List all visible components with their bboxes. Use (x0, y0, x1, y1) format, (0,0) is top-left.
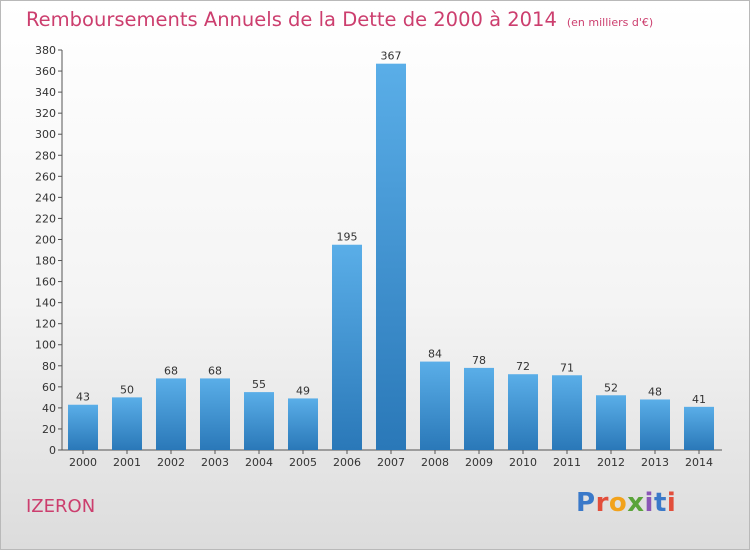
commune-name: IZERON (26, 496, 96, 517)
bar-2004 (244, 392, 274, 450)
x-tick-label: 2011 (553, 456, 581, 469)
value-label-2008: 84 (428, 348, 442, 361)
value-label-2012: 52 (604, 381, 618, 394)
chart-axes: 0 20 40 60 80 100 120 140 160 180 200 220 240 260 280 3… (35, 44, 722, 457)
proxiti-logo: Proxiti (576, 488, 677, 518)
y-tick-label: 40 (42, 402, 56, 415)
y-tick-label: 100 (35, 339, 56, 352)
y-tick-label: 320 (35, 107, 56, 120)
title-text: Remboursements Annuels de la Dette de 20… (26, 8, 557, 31)
bar-2010 (508, 374, 538, 450)
value-label-2003: 68 (208, 364, 222, 377)
value-label-2004: 55 (252, 378, 266, 391)
y-tick-label: 240 (35, 191, 56, 204)
y-tick-label: 180 (35, 255, 56, 268)
value-label-2011: 71 (560, 361, 574, 374)
x-tick-label: 2001 (113, 456, 141, 469)
y-tick-label: 120 (35, 318, 56, 331)
x-tick-label: 2007 (377, 456, 405, 469)
value-label-2009: 78 (472, 354, 486, 367)
value-label-2014: 41 (692, 393, 706, 406)
y-tick-label: 220 (35, 212, 56, 225)
y-tick-label: 80 (42, 360, 56, 373)
bar-2008 (420, 361, 450, 450)
value-label-2005: 49 (296, 384, 310, 397)
bar-2007 (376, 63, 406, 451)
bar-2013 (640, 399, 670, 450)
x-tick-label: 2013 (641, 456, 669, 469)
y-tick-label: 20 (42, 423, 56, 436)
value-label-2010: 72 (516, 360, 530, 373)
y-tick-label: 340 (35, 86, 56, 99)
bar-2001 (112, 397, 142, 450)
y-tick-label: 0 (49, 444, 56, 457)
x-tick-label: 2005 (289, 456, 317, 469)
y-tick-label: 280 (35, 149, 56, 162)
value-label-2006: 195 (337, 231, 358, 244)
x-tick-label: 2002 (157, 456, 185, 469)
y-tick-label: 380 (35, 44, 56, 57)
bar-2000 (68, 404, 98, 450)
y-tick-label: 200 (35, 233, 56, 246)
bar-2003 (200, 378, 230, 450)
x-tick-label: 2010 (509, 456, 537, 469)
y-tick-label: 140 (35, 297, 56, 310)
bar-2009 (464, 367, 494, 450)
x-tick-label: 2004 (245, 456, 273, 469)
x-tick-label: 2006 (333, 456, 361, 469)
y-tick-label: 300 (35, 128, 56, 141)
x-tick-label: 2008 (421, 456, 449, 469)
bar-2012 (596, 395, 626, 450)
x-tick-label: 2009 (465, 456, 493, 469)
value-label-2000: 43 (76, 391, 90, 404)
chart-subtitle: (en milliers d'€) (566, 16, 654, 29)
x-tick-label: 2000 (69, 456, 97, 469)
y-tick-label: 160 (35, 276, 56, 289)
y-tick-label: 60 (42, 381, 56, 394)
value-label-2002: 68 (164, 364, 178, 377)
value-label-2007: 367 (381, 50, 402, 63)
bar-2002 (156, 378, 186, 450)
x-tick-label: 2014 (685, 456, 713, 469)
bar-2014 (684, 406, 714, 450)
bar-2011 (552, 375, 582, 450)
bar-2005 (288, 398, 318, 450)
value-label-2013: 48 (648, 385, 662, 398)
y-tick-label: 260 (35, 170, 56, 183)
y-tick-label: 360 (35, 65, 56, 78)
chart-bars (68, 63, 714, 451)
x-tick-label: 2012 (597, 456, 625, 469)
x-tick-label: 2003 (201, 456, 229, 469)
bar-2006 (332, 244, 362, 450)
chart-labels: 2000 43 2001 50 2002 68 2003 68 2004 55 2005 49 2006… (69, 50, 713, 469)
chart-title: Remboursements Annuels de la Dette de 20… (26, 8, 653, 31)
value-label-2001: 50 (120, 383, 134, 396)
